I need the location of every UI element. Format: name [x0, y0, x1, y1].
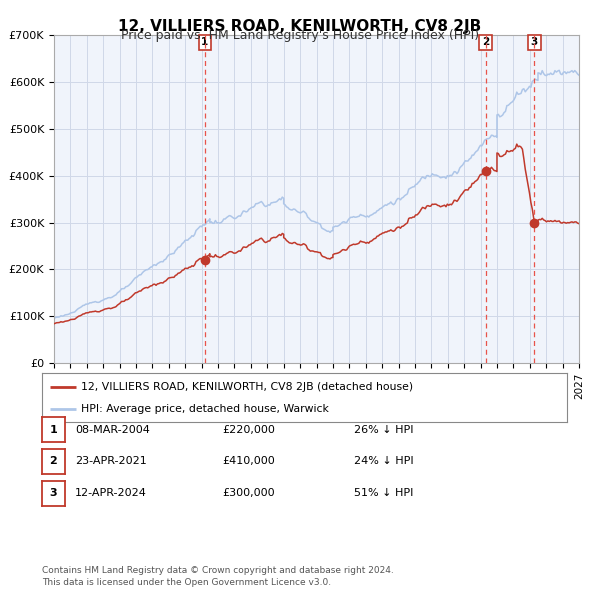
Text: HPI: Average price, detached house, Warwick: HPI: Average price, detached house, Warw… — [82, 404, 329, 414]
Text: 3: 3 — [531, 37, 538, 47]
Text: 23-APR-2021: 23-APR-2021 — [75, 457, 147, 466]
Text: 1: 1 — [201, 37, 208, 47]
Text: 12, VILLIERS ROAD, KENILWORTH, CV8 2JB: 12, VILLIERS ROAD, KENILWORTH, CV8 2JB — [118, 19, 482, 34]
Text: 1: 1 — [50, 425, 57, 434]
Text: Contains HM Land Registry data © Crown copyright and database right 2024.
This d: Contains HM Land Registry data © Crown c… — [42, 566, 394, 587]
Text: 26% ↓ HPI: 26% ↓ HPI — [354, 425, 413, 434]
Text: £220,000: £220,000 — [222, 425, 275, 434]
Text: £300,000: £300,000 — [222, 489, 275, 498]
Text: 12-APR-2024: 12-APR-2024 — [75, 489, 147, 498]
Text: 51% ↓ HPI: 51% ↓ HPI — [354, 489, 413, 498]
Text: 2: 2 — [482, 37, 489, 47]
Text: 24% ↓ HPI: 24% ↓ HPI — [354, 457, 413, 466]
Text: 08-MAR-2004: 08-MAR-2004 — [75, 425, 150, 434]
Text: 3: 3 — [50, 489, 57, 498]
Text: 2: 2 — [50, 457, 57, 466]
Text: £410,000: £410,000 — [222, 457, 275, 466]
Text: Price paid vs. HM Land Registry's House Price Index (HPI): Price paid vs. HM Land Registry's House … — [121, 30, 479, 42]
Text: 12, VILLIERS ROAD, KENILWORTH, CV8 2JB (detached house): 12, VILLIERS ROAD, KENILWORTH, CV8 2JB (… — [82, 382, 413, 392]
